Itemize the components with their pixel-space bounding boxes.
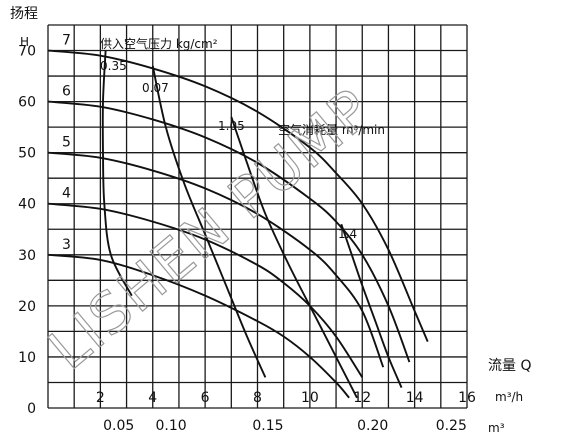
x-axis-unit-primary: m³/h: [495, 390, 523, 404]
air-consumption-label: 空气消耗量 m³/min: [278, 122, 385, 137]
x-axis-title: 流量 Q: [488, 358, 531, 374]
air-curve-1.4: [340, 223, 403, 388]
y-tick-label: 30: [18, 248, 36, 264]
x-tick-label: 4: [148, 390, 157, 406]
air-curve-label: 1.05: [218, 119, 245, 133]
y-tick-label: 10: [18, 350, 36, 366]
x2-tick-label: 0.25: [436, 418, 467, 434]
y-axis-title: 扬程: [10, 6, 38, 22]
y-tick-label: 70: [18, 44, 36, 60]
air-curve-label: 1.4: [338, 227, 357, 241]
air-curve-0.07: [151, 65, 267, 378]
head-curve-7: [47, 49, 429, 342]
y-tick-label: 40: [18, 197, 36, 213]
air-curve-label: 0.35: [100, 59, 127, 73]
grid: [47, 24, 468, 409]
x-tick-label: 8: [253, 390, 262, 406]
pressure-level-label: 3: [62, 237, 71, 253]
head-curve-6: [47, 100, 411, 363]
head-curves: [47, 49, 429, 399]
x-tick-label: 12: [353, 390, 371, 406]
x-tick-label: 14: [406, 390, 424, 406]
labels: 0 10 20 30 40 50 60 70 2 4 6 8 10 12 14 16 0.05 0.10 0.15 0…: [18, 33, 476, 434]
x2-tick-label: 0.10: [155, 418, 186, 434]
pressure-level-label: 6: [62, 84, 71, 100]
pressure-level-label: 7: [62, 33, 71, 49]
x2-tick-label: 0.20: [357, 418, 388, 434]
x-tick-label: 2: [96, 390, 105, 406]
air-curve-1.05: [230, 116, 358, 399]
air-pressure-label: 供入空气压力 kg/cm²: [100, 36, 218, 51]
y-tick-label: 20: [18, 299, 36, 315]
x-tick-label: 6: [201, 390, 210, 406]
air-consumption-curves: [101, 50, 403, 399]
x-tick-label: 16: [458, 390, 476, 406]
pressure-level-label: 4: [62, 186, 71, 202]
head-curve-4: [47, 202, 364, 378]
y-tick-label: 60: [18, 95, 36, 111]
x2-tick-label: 0.15: [252, 418, 283, 434]
x-tick-label: 10: [301, 390, 319, 406]
head-curve-5: [47, 151, 385, 368]
air-curve-0.35: [101, 50, 133, 297]
x-axis-unit-secondary: m³: [488, 421, 505, 435]
x2-tick-label: 0.05: [103, 418, 134, 434]
head-curve-3: [47, 253, 350, 399]
y-tick-label: 0: [27, 401, 36, 417]
y-axis-unit: H: [20, 35, 29, 49]
y-tick-label: 50: [18, 146, 36, 162]
pressure-level-label: 5: [62, 135, 71, 151]
air-curve-label: 0.07: [142, 81, 169, 95]
